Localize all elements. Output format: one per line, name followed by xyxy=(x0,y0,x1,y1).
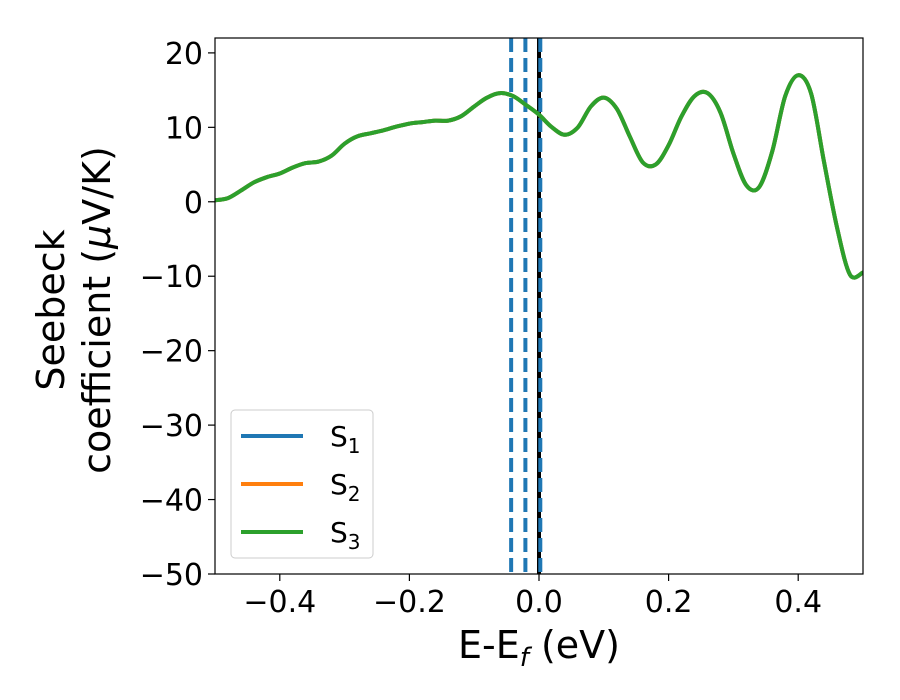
y-tick-label: −10 xyxy=(140,260,203,295)
y-axis-title-unit: V/K) xyxy=(75,146,119,225)
x-axis-title: E-Ef (eV) xyxy=(458,623,620,673)
x-axis-title-unit: (eV) xyxy=(529,623,620,667)
x-tick-label: −0.2 xyxy=(373,585,446,620)
y-axis-title-line2: coefficient (μV/K) xyxy=(75,146,119,474)
legend-label-s2: S2 xyxy=(330,468,361,506)
x-tick-label: 0.0 xyxy=(515,585,563,620)
y-axis-ticks: 20 10 0 −10 −20 −30 −40 −50 xyxy=(140,37,215,593)
legend: S1 S2 S3 xyxy=(230,409,374,559)
x-tick-label: 0.2 xyxy=(645,585,693,620)
y-axis-title-line1: Seebeck xyxy=(29,229,73,390)
x-tick-label: 0.4 xyxy=(774,585,822,620)
vertical-lines-group xyxy=(509,38,543,574)
y-axis-title: Seebeck coefficient (μV/K) xyxy=(29,146,119,474)
x-axis-ticks: −0.4 −0.2 0.0 0.2 0.4 xyxy=(243,574,822,620)
y-tick-label: 20 xyxy=(165,37,203,72)
y-tick-label: −50 xyxy=(140,558,203,593)
y-tick-label: −30 xyxy=(140,409,203,444)
series-lines-group xyxy=(215,73,863,280)
series-line-s3 xyxy=(215,73,863,280)
y-tick-label: −20 xyxy=(140,335,203,370)
x-axis-title-main: E-E xyxy=(458,623,520,667)
x-tick-label: −0.4 xyxy=(243,585,316,620)
legend-label-s1: S1 xyxy=(330,420,361,458)
y-tick-label: 0 xyxy=(184,186,203,221)
y-tick-label: −40 xyxy=(140,484,203,519)
legend-label-s3: S3 xyxy=(330,516,361,554)
y-axis-title-mu: μ xyxy=(75,225,119,250)
y-tick-label: 10 xyxy=(165,111,203,146)
y-axis-title-text: coefficient ( xyxy=(75,249,119,474)
